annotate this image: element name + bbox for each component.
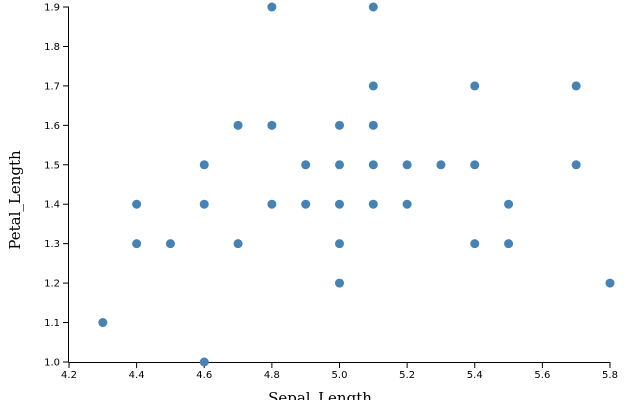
point xyxy=(199,199,209,209)
point xyxy=(335,160,344,170)
point xyxy=(605,278,615,288)
point xyxy=(165,239,175,249)
x-tick-label: 5.6 xyxy=(534,370,550,381)
point xyxy=(335,199,344,209)
point xyxy=(301,160,311,170)
point xyxy=(301,199,311,209)
point xyxy=(402,199,412,209)
point xyxy=(132,199,142,209)
point xyxy=(267,120,277,130)
x-tick-label: 4.4 xyxy=(129,370,145,381)
point xyxy=(267,2,277,12)
point xyxy=(402,160,412,170)
x-tick-label: 4.2 xyxy=(61,370,77,381)
point xyxy=(470,81,480,91)
point xyxy=(504,239,514,249)
point xyxy=(132,239,142,249)
y-tick-label: 1.0 xyxy=(44,358,60,369)
point xyxy=(368,160,378,170)
y-tick-label: 1.6 xyxy=(44,121,60,132)
point xyxy=(199,357,209,367)
y-tick-label: 1.1 xyxy=(44,318,60,329)
x-tick-label: 5.0 xyxy=(332,370,348,381)
y-tick-label: 1.9 xyxy=(44,3,60,14)
point xyxy=(436,160,446,170)
y-tick-label: 1.4 xyxy=(44,200,60,211)
x-tick-label: 4.6 xyxy=(196,370,212,381)
point xyxy=(267,199,277,209)
y-axis-label: Petal_Length xyxy=(6,150,24,250)
point xyxy=(335,278,344,288)
point xyxy=(233,239,243,249)
point xyxy=(504,199,514,209)
point xyxy=(368,120,378,130)
x-axis-label: Sepal_Length xyxy=(268,389,372,400)
point xyxy=(368,81,378,91)
x-tick-label: 5.4 xyxy=(467,370,483,381)
point xyxy=(233,120,243,130)
x-tick-label: 4.8 xyxy=(264,370,280,381)
point xyxy=(571,160,581,170)
y-tick-label: 1.7 xyxy=(44,81,60,92)
point xyxy=(199,160,209,170)
point xyxy=(571,81,581,91)
point xyxy=(98,318,108,328)
x-tick-label: 5.8 xyxy=(602,370,618,381)
point xyxy=(335,120,344,130)
point xyxy=(470,239,480,249)
point xyxy=(470,160,480,170)
y-tick-label: 1.8 xyxy=(44,42,60,53)
y-tick-label: 1.2 xyxy=(44,279,60,290)
y-tick-label: 1.5 xyxy=(44,160,60,171)
point xyxy=(335,239,344,249)
x-tick-label: 5.2 xyxy=(399,370,415,381)
y-tick-label: 1.3 xyxy=(44,239,60,250)
point xyxy=(368,2,378,12)
point xyxy=(368,199,378,209)
